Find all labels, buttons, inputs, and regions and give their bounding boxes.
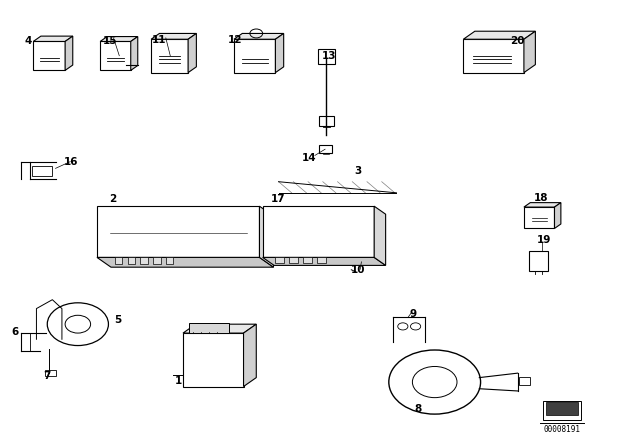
Polygon shape <box>33 36 73 42</box>
Text: 8: 8 <box>415 404 422 414</box>
Polygon shape <box>100 42 131 70</box>
Polygon shape <box>524 202 561 207</box>
Polygon shape <box>97 258 273 267</box>
Text: 1: 1 <box>175 376 182 386</box>
Polygon shape <box>183 333 244 387</box>
Text: 6: 6 <box>12 327 19 337</box>
Polygon shape <box>100 37 138 42</box>
FancyBboxPatch shape <box>166 258 173 264</box>
Text: 19: 19 <box>537 235 552 245</box>
FancyBboxPatch shape <box>529 251 548 271</box>
Polygon shape <box>262 258 386 265</box>
FancyBboxPatch shape <box>153 258 161 264</box>
FancyBboxPatch shape <box>189 323 229 333</box>
Text: 16: 16 <box>64 157 79 167</box>
Text: 20: 20 <box>510 35 525 46</box>
Polygon shape <box>188 34 196 73</box>
FancyBboxPatch shape <box>115 258 122 264</box>
FancyBboxPatch shape <box>45 370 56 376</box>
Polygon shape <box>524 31 536 73</box>
Text: 12: 12 <box>228 35 243 45</box>
FancyBboxPatch shape <box>127 258 135 264</box>
FancyBboxPatch shape <box>289 258 298 263</box>
Polygon shape <box>97 206 259 258</box>
FancyBboxPatch shape <box>519 377 531 385</box>
Polygon shape <box>33 42 65 70</box>
Polygon shape <box>259 206 273 267</box>
Text: 17: 17 <box>271 194 286 204</box>
FancyBboxPatch shape <box>319 116 334 126</box>
Text: 2: 2 <box>109 194 116 204</box>
Polygon shape <box>183 324 256 333</box>
Text: 5: 5 <box>114 315 121 325</box>
Polygon shape <box>65 36 73 70</box>
FancyBboxPatch shape <box>303 258 312 263</box>
Text: 13: 13 <box>323 51 337 61</box>
FancyBboxPatch shape <box>319 145 332 153</box>
Text: 11: 11 <box>152 35 166 45</box>
Text: 14: 14 <box>302 153 316 163</box>
Polygon shape <box>234 34 284 39</box>
Text: 10: 10 <box>351 265 365 276</box>
Text: 18: 18 <box>534 193 548 203</box>
Polygon shape <box>244 324 256 387</box>
Polygon shape <box>151 39 188 73</box>
Polygon shape <box>463 31 536 39</box>
Polygon shape <box>524 207 554 228</box>
Polygon shape <box>262 206 374 258</box>
Text: 00008191: 00008191 <box>543 425 580 434</box>
FancyBboxPatch shape <box>543 401 581 420</box>
Polygon shape <box>151 34 196 39</box>
FancyBboxPatch shape <box>546 402 578 415</box>
Text: 7: 7 <box>44 371 51 381</box>
FancyBboxPatch shape <box>275 258 284 263</box>
Polygon shape <box>463 39 524 73</box>
Text: 9: 9 <box>410 309 417 319</box>
Polygon shape <box>374 206 386 265</box>
FancyBboxPatch shape <box>317 258 326 263</box>
FancyBboxPatch shape <box>140 258 148 264</box>
Polygon shape <box>275 34 284 73</box>
Polygon shape <box>131 37 138 70</box>
FancyBboxPatch shape <box>32 166 52 176</box>
Polygon shape <box>554 202 561 228</box>
Text: 4: 4 <box>24 35 32 46</box>
FancyBboxPatch shape <box>318 49 335 64</box>
Text: 3: 3 <box>355 167 362 177</box>
Text: 15: 15 <box>102 35 117 46</box>
Polygon shape <box>234 39 275 73</box>
